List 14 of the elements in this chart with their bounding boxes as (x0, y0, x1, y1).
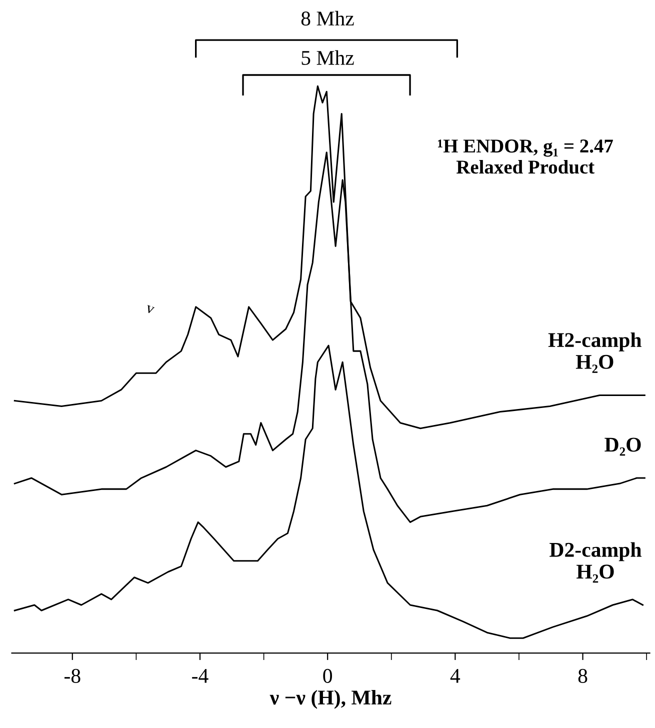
x-axis-title: ν −ν (H), Mhz (270, 690, 392, 709)
text: Relaxed Product (456, 160, 594, 174)
series-label: D2-camph H₂O (550, 542, 642, 583)
x-tick-label: 8 (578, 668, 588, 683)
x-tick-label: -8 (64, 668, 80, 683)
text: 8 Mhz (301, 10, 354, 26)
series-label: D₂O (604, 438, 641, 456)
annotation: v (145, 304, 155, 314)
text: 5 Mhz (302, 50, 354, 65)
x-tick-label: -4 (192, 669, 208, 683)
x-tick-label: 4 (450, 669, 460, 683)
text: ¹H ENDOR, g₁ = 2.47 (438, 140, 613, 157)
series-label: H2-camph H₂O (548, 332, 642, 373)
x-tick-label: 0 (323, 668, 332, 683)
